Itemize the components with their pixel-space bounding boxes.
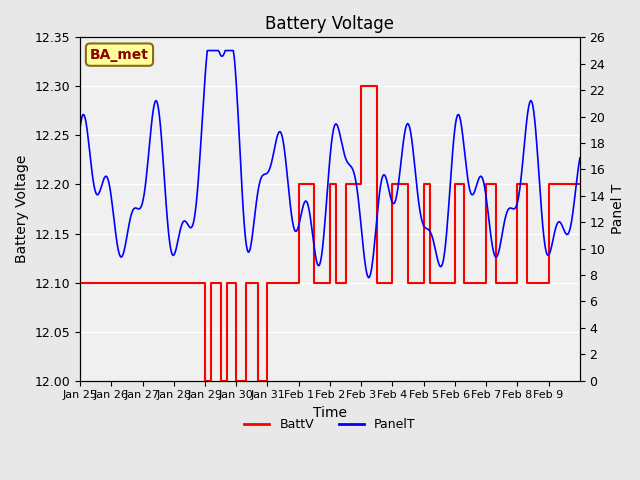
Text: BA_met: BA_met bbox=[90, 48, 149, 61]
Legend: BattV, PanelT: BattV, PanelT bbox=[239, 413, 420, 436]
Title: Battery Voltage: Battery Voltage bbox=[266, 15, 394, 33]
Y-axis label: Panel T: Panel T bbox=[611, 184, 625, 234]
X-axis label: Time: Time bbox=[313, 406, 347, 420]
Y-axis label: Battery Voltage: Battery Voltage bbox=[15, 155, 29, 263]
